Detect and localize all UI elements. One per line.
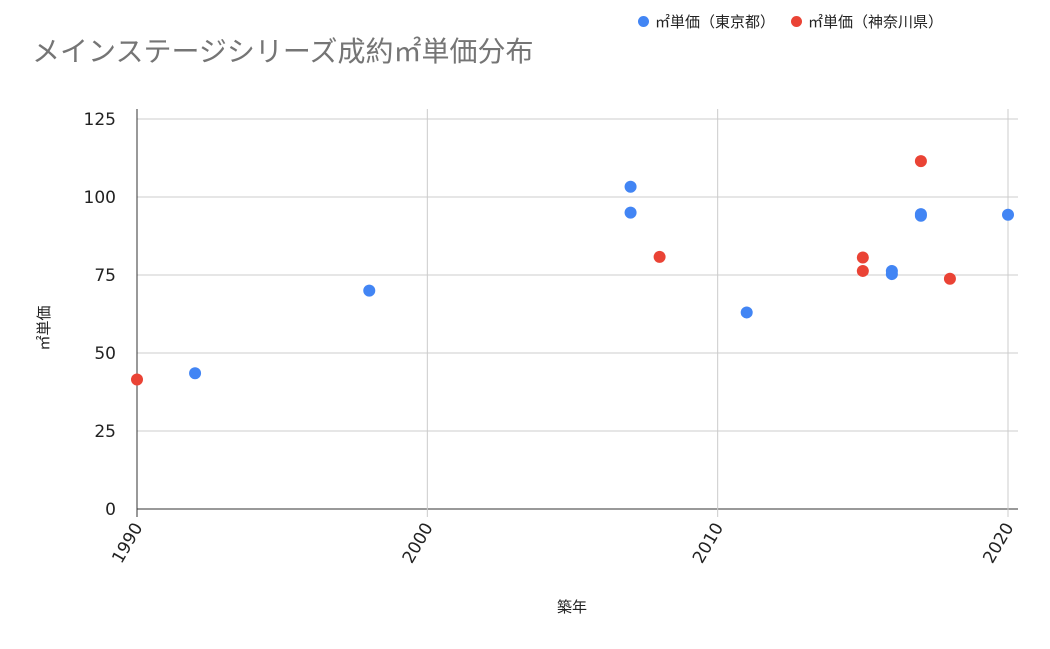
chart-title: メインステージシリーズ成約㎡単価分布 [32, 35, 534, 68]
data-point-tokyo [740, 306, 753, 319]
legend-label-kanagawa: ㎡単価（神奈川県） [808, 13, 944, 31]
data-point-kanagawa [943, 272, 956, 285]
legend-marker-tokyo [638, 16, 649, 27]
legend-marker-kanagawa [791, 16, 803, 27]
data-point-kanagawa [856, 251, 869, 264]
data-point-tokyo [914, 209, 927, 222]
y-tick-label: 100 [84, 188, 116, 208]
y-tick-label: 75 [94, 266, 116, 286]
x-tick-label: 2000 [399, 520, 438, 567]
y-axis-title: ㎡単価 [35, 305, 53, 350]
data-point-kanagawa [856, 264, 869, 277]
data-point-tokyo [624, 206, 637, 219]
data-point-tokyo [363, 284, 376, 297]
x-tick-label: 2010 [689, 520, 728, 567]
y-tick-label: 125 [84, 110, 116, 130]
legend-label-tokyo: ㎡単価（東京都） [655, 13, 776, 31]
x-axis-title: 築年 [557, 598, 587, 616]
data-point-tokyo [885, 268, 898, 281]
y-tick-label: 50 [94, 344, 116, 364]
x-tick-label: 2020 [979, 520, 1018, 567]
y-tick-label: 0 [105, 500, 116, 520]
legend-item-kanagawa[interactable]: ㎡単価（神奈川県） [791, 11, 943, 32]
data-point-tokyo [624, 180, 637, 193]
data-point-tokyo [1002, 208, 1014, 221]
data-point-kanagawa [131, 373, 143, 386]
data-point-kanagawa [914, 155, 927, 168]
data-point-kanagawa [653, 250, 666, 263]
legend-item-tokyo[interactable]: ㎡単価（東京都） [638, 11, 775, 32]
x-tick-label: 1990 [108, 520, 147, 567]
legend: ㎡単価（東京都） ㎡単価（神奈川県） [638, 11, 943, 32]
y-tick-label: 25 [94, 422, 116, 442]
data-point-tokyo [189, 367, 202, 380]
